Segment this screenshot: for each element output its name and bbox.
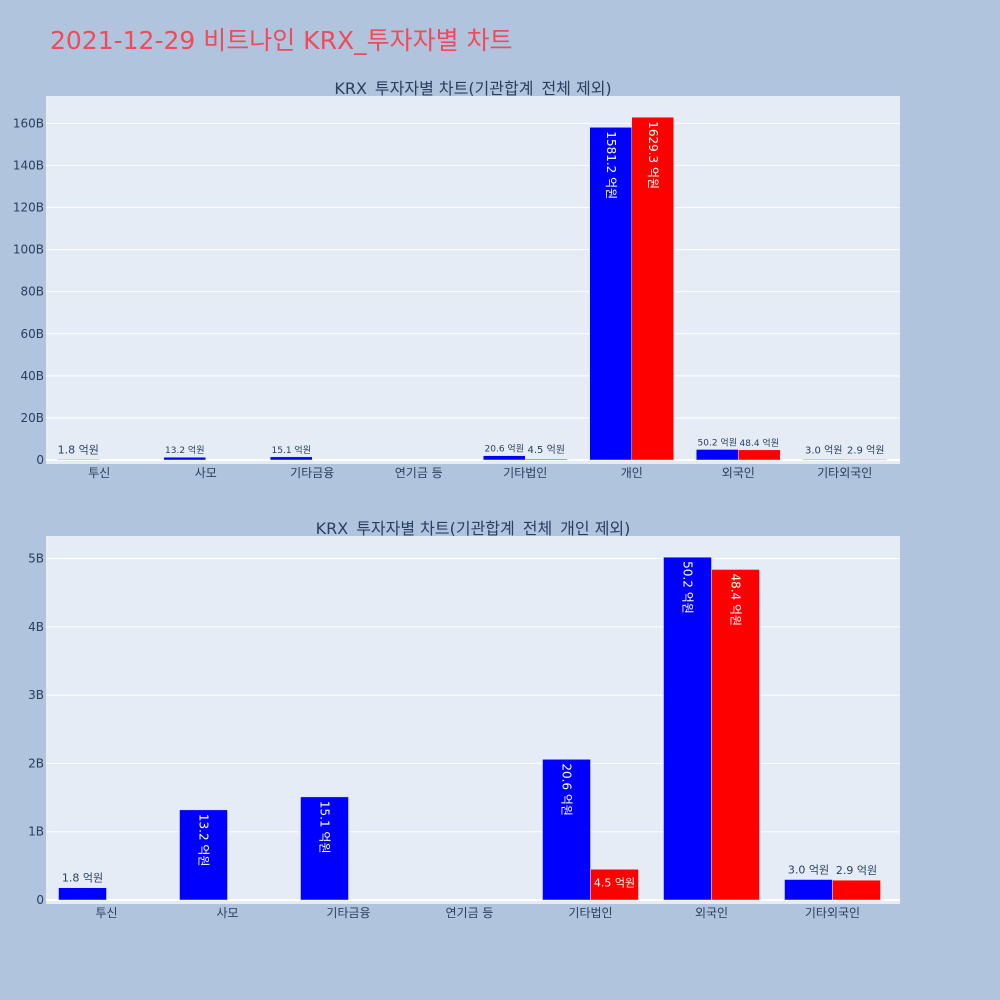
data-label: 48.4 억원 (740, 437, 779, 449)
y-tick-label: 4B (28, 620, 44, 634)
bar-series-blue (663, 556, 712, 901)
y-tick-label: 80B (20, 285, 44, 299)
bar-series-red (525, 458, 568, 461)
bar-series-blue (270, 456, 313, 461)
data-label: 1.8 억원 (62, 872, 103, 885)
bar-series-blue (589, 127, 632, 461)
bar-series-blue (696, 449, 739, 461)
x-tick-label: 연기금 등 (395, 466, 443, 480)
bar-series-blue (542, 759, 591, 901)
chart-top-bars (57, 116, 887, 461)
chart-bottom-plot-area (46, 536, 900, 904)
chart-top-plot-area (46, 96, 900, 464)
bar-series-red (711, 569, 760, 901)
data-label: 15.1 억원 (272, 444, 311, 456)
bar-series-red (832, 879, 881, 901)
x-tick-label: 기타법인 (503, 466, 547, 480)
bar-series-blue (163, 456, 206, 461)
bar-series-blue (784, 879, 833, 901)
chart-bottom-y-axis: 0 1B 2B 3B 4B 5B (28, 552, 44, 907)
data-label: 4.5 억원 (528, 444, 565, 456)
y-tick-label: 140B (13, 158, 44, 172)
chart-bottom-title: KRX_투자자별 차트(기관합계_전체_개인 제외) (316, 519, 631, 539)
chart-top-y-axis: 0 20B 40B 60B 80B 100B 120B 140B 160B (13, 116, 44, 467)
data-label: 50.2 억원 (698, 436, 737, 448)
data-label: 13.2 억원 (197, 814, 211, 867)
chart-bottom: KRX_투자자별 차트(기관합계_전체_개인 제외) 0 1B 2B 3B 4B 5B 투… (28, 519, 900, 920)
x-tick-label: 연기금 등 (446, 906, 494, 920)
data-label: 3.0 억원 (805, 444, 842, 456)
y-tick-label: 120B (13, 201, 44, 215)
chart-top-data-labels: 1.8 억원 13.2 억원 15.1 억원 20.6 억원 4.5 억원 1581.2 … (58, 121, 885, 456)
x-tick-label: 기타외국인 (817, 466, 872, 480)
chart-top: KRX_투자자별 차트(기관합계_전체 제외) 0 20B 40B 60B 80B 100… (13, 79, 900, 480)
y-tick-label: 5B (28, 552, 44, 566)
y-tick-label: 160B (13, 116, 44, 130)
x-tick-label: 투신 (95, 906, 117, 920)
y-tick-label: 20B (20, 411, 44, 425)
chart-bottom-x-axis: 투신 사모 기타금융 연기금 등 기타법인 외국인 기타외국인 (95, 906, 860, 920)
y-tick-label: 2B (28, 756, 44, 770)
data-label: 13.2 억원 (165, 444, 204, 456)
y-tick-label: 0 (36, 453, 44, 467)
bar-series-blue (802, 459, 845, 461)
data-label: 1.8 억원 (58, 444, 99, 457)
y-tick-label: 3B (28, 688, 44, 702)
data-label: 2.9 억원 (847, 444, 884, 456)
chart-top-title: KRX_투자자별 차트(기관합계_전체 제외) (334, 79, 611, 99)
x-tick-label: 사모 (216, 906, 238, 920)
data-label: 2.9 억원 (836, 864, 877, 877)
y-tick-label: 60B (20, 327, 44, 341)
y-tick-label: 1B (28, 825, 44, 839)
y-tick-label: 40B (20, 369, 44, 383)
y-tick-label: 100B (13, 243, 44, 257)
x-tick-label: 투신 (88, 466, 110, 480)
bar-series-blue (179, 809, 228, 901)
bar-series-red (738, 449, 781, 461)
x-tick-label: 외국인 (722, 466, 755, 480)
data-label: 15.1 억원 (318, 801, 332, 854)
data-label: 20.6 억원 (485, 443, 524, 455)
bar-series-red (631, 116, 674, 461)
x-tick-label: 기타금융 (326, 906, 370, 920)
data-label: 50.2 억원 (681, 561, 695, 614)
y-tick-label: 0 (36, 893, 44, 907)
bar-series-blue (483, 455, 526, 461)
bar-series-red (844, 459, 887, 461)
x-tick-label: 기타외국인 (805, 906, 860, 920)
data-label: 4.5 억원 (594, 876, 635, 889)
chart-bottom-bars (58, 556, 881, 901)
data-label: 48.4 억원 (729, 573, 743, 626)
page-title: 2021-12-29 비트나인 KRX_투자자별 차트 (50, 26, 513, 55)
chart-top-x-axis: 투신 사모 기타금융 연기금 등 기타법인 개인 외국인 기타외국인 (88, 466, 872, 480)
bar-series-blue (58, 887, 107, 901)
x-tick-label: 기타금융 (290, 466, 334, 480)
bar-series-blue (300, 796, 349, 901)
x-tick-label: 사모 (195, 466, 217, 480)
x-tick-label: 외국인 (695, 906, 728, 920)
bar-series-red (590, 869, 639, 901)
x-tick-label: 기타법인 (568, 906, 612, 920)
x-tick-label: 개인 (621, 466, 643, 480)
data-label: 1629.3 억원 (646, 121, 660, 189)
bar-series-blue (57, 459, 100, 461)
data-label: 20.6 억원 (560, 763, 574, 816)
chart-bottom-data-labels: 1.8 억원 13.2 억원 15.1 억원 20.6 억원 4.5 억원 50.2 억원… (62, 561, 877, 889)
data-label: 1581.2 억원 (604, 131, 618, 199)
data-label: 3.0 억원 (788, 864, 829, 877)
